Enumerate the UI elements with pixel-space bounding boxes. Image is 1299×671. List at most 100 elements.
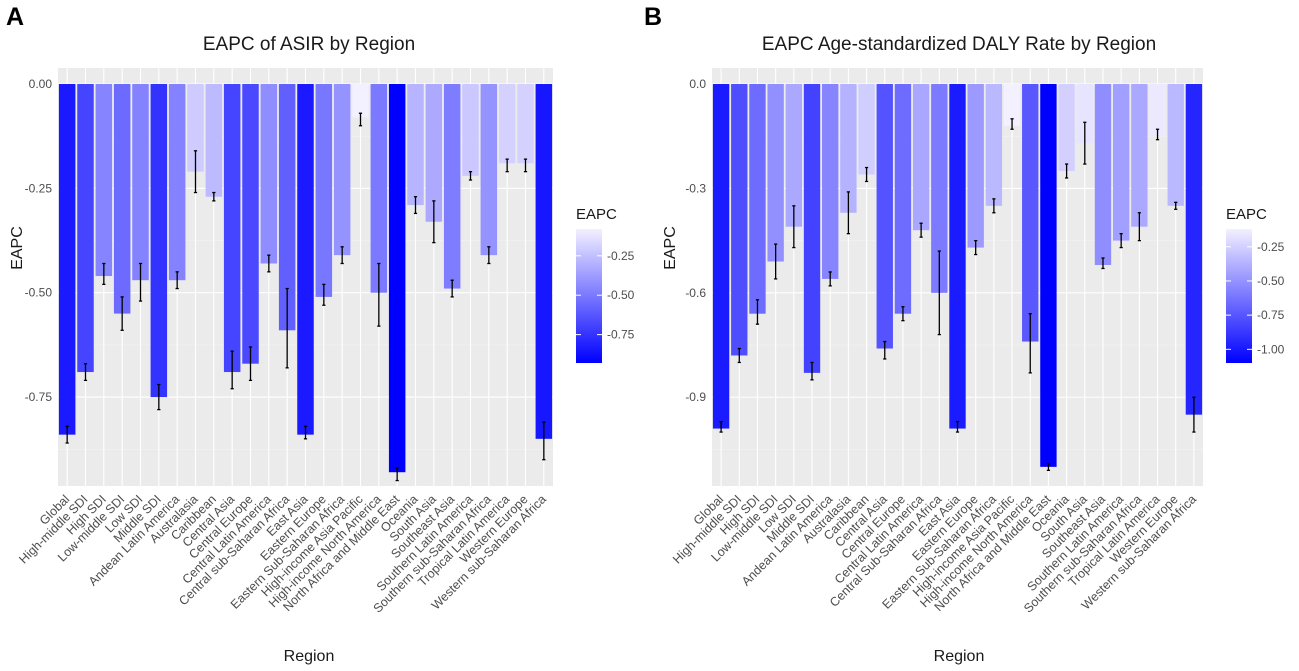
- panel-b-error-bar-western-europe: [1174, 201, 1178, 210]
- panel-a-error-bar-high-middle-sdi: [83, 363, 88, 382]
- panel-b-bar-tropical-latin-america: [1149, 84, 1166, 137]
- panel-a-bar-high-income-north-america: [370, 84, 388, 293]
- panel-a-error-bar-central-asia: [230, 350, 234, 390]
- panel-a-legend-title: EAPC: [576, 206, 617, 223]
- panel-a-bar-western-sub-saharan-africa: [535, 84, 553, 439]
- panel-b-letter: B: [644, 3, 662, 31]
- panel-b-error-bar-central-sub-saharan-africa: [937, 250, 941, 336]
- panel-a-bar-high-middle-sdi: [77, 84, 94, 373]
- panel-b-bar-caribbean: [858, 84, 875, 175]
- panel-a-error-bar-low-sdi: [138, 262, 143, 302]
- panel-a-bar-south-asia: [425, 84, 443, 222]
- panel-b-bar-western-sub-saharan-africa: [1185, 84, 1203, 415]
- panel-b-error-bar-high-income-north-america: [1028, 313, 1032, 374]
- panel-a-y-tick-label: -0.25: [25, 181, 53, 195]
- panel-b-error-bar-eastern-sub-saharan-africa: [992, 198, 996, 214]
- panel-b-error-bar-high-income-asia-pacific: [1010, 118, 1014, 130]
- panel-a-error-bar-low-middle-sdi: [120, 296, 124, 331]
- panel-a-bar-eastern-sub-saharan-africa: [333, 84, 351, 256]
- panel-b-error-bar-east-asia: [955, 420, 960, 433]
- panel-b-bar-southern-sub-saharan-africa: [1131, 84, 1148, 227]
- panel-b-y-tick-label: 0.0: [689, 77, 706, 91]
- panel-a-error-bar-southeast-asia: [450, 279, 454, 298]
- panel-b-error-bar-tropical-latin-america: [1155, 128, 1160, 141]
- panel-a-error-bar-southern-sub-saharan-africa: [487, 246, 491, 265]
- panel-b-bar-central-europe: [894, 84, 912, 314]
- panel-a-bar-andean-latin-america: [168, 84, 186, 281]
- panel-a-legend-tick-label: -0.75: [607, 328, 635, 342]
- panel-a-letter: A: [6, 3, 24, 31]
- panel-a-bar-southern-latin-america: [462, 84, 479, 176]
- panel-a-error-bar-central-sub-saharan-africa: [285, 287, 289, 369]
- panel-b-error-bar-eastern-europe: [974, 239, 978, 256]
- panel-a-title: EAPC of ASIR by Region: [203, 34, 415, 55]
- panel-a-error-bar-southern-latin-america: [468, 171, 473, 181]
- panel-a-error-bar-caribbean: [212, 191, 216, 202]
- panel-b-error-bar-southern-latin-america: [1119, 233, 1123, 249]
- panel-b-error-bar-central-europe: [901, 306, 905, 322]
- panel-a-error-bar-western-sub-saharan-africa: [542, 421, 546, 461]
- panel-b-bar-andean-latin-america: [822, 84, 839, 279]
- panel-a-error-bar-global: [65, 425, 69, 444]
- panel-b-legend-colorbar: [1226, 229, 1252, 363]
- panel-b-bar-east-asia: [949, 84, 966, 429]
- panel-a-legend-tick-label: -0.50: [607, 288, 635, 302]
- panel-b-error-bar-caribbean: [864, 166, 869, 183]
- panel-b-x-axis-title: Region: [934, 648, 985, 665]
- panel-b-error-bar-southern-sub-saharan-africa: [1137, 212, 1141, 242]
- panel-a-y-tick-label: 0.00: [29, 77, 53, 91]
- panel-b-bar-western-europe: [1167, 84, 1184, 206]
- panel-a-bar-east-asia: [297, 84, 314, 435]
- panel-b-error-bar-global: [719, 420, 723, 433]
- panel-a-bar-high-sdi: [95, 84, 113, 277]
- panel-b-bar-eastern-europe: [967, 84, 984, 248]
- panel-b-error-bar-south-asia: [1083, 121, 1087, 165]
- panel-b-legend-tick-label: -0.50: [1257, 274, 1285, 288]
- panel-a-bar-tropical-latin-america: [498, 84, 516, 164]
- panel-a-legend-tick-label: -0.25: [607, 249, 635, 263]
- panel-a-bar-low-sdi: [132, 84, 149, 281]
- panel-a-bar-caribbean: [205, 84, 223, 197]
- panel-b-y-tick-label: -0.3: [685, 181, 706, 195]
- panel-a-bar-central-sub-saharan-africa: [278, 84, 296, 331]
- panel-a-error-bar-north-africa-and-middle-east: [395, 467, 399, 482]
- panel-a-y-axis-title: EAPC: [9, 226, 26, 270]
- panel-a-error-bar-eastern-europe: [322, 283, 326, 306]
- panel-b-bar-central-latin-america: [912, 84, 930, 231]
- panel-a-bar-southern-sub-saharan-africa: [480, 84, 498, 256]
- panel-a-bar-middle-sdi: [150, 84, 168, 398]
- panel-b-bar-southeast-asia: [1094, 84, 1112, 265]
- panel-b-bar-south-asia: [1076, 84, 1093, 144]
- panel-b-error-bar-low-middle-sdi: [774, 243, 778, 280]
- panel-b-error-bar-low-sdi: [792, 205, 796, 249]
- panel-a-error-bar-oceania: [413, 196, 418, 215]
- panel-b-bar-global: [712, 84, 730, 429]
- panel-b-title: EAPC Age-standardized DALY Rate by Regio…: [762, 34, 1156, 55]
- panel-a-bar-western-europe: [517, 84, 534, 164]
- panel-b-error-bar-oceania: [1065, 163, 1069, 179]
- panel-b-y-tick-label: -0.9: [685, 390, 706, 404]
- panel-a-y-tick-label: -0.75: [25, 390, 53, 404]
- panel-b-bar-high-income-north-america: [1022, 84, 1039, 342]
- panel-b-error-bar-andean-latin-america: [828, 271, 832, 287]
- panel-a-error-bar-central-latin-america: [267, 254, 271, 273]
- panel-a-error-bar-high-income-north-america: [377, 262, 381, 327]
- panel-a-bar-eastern-europe: [315, 84, 333, 297]
- panel-a-error-bar-east-asia: [303, 425, 308, 440]
- panel-a-error-bar-australasia: [193, 150, 198, 194]
- panel-b-error-bar-north-africa-and-middle-east: [1046, 462, 1051, 471]
- panel-a-error-bar-high-sdi: [102, 262, 106, 286]
- panel-a-y-tick-label: -0.50: [25, 286, 53, 300]
- panel-b-bar-central-asia: [876, 84, 893, 349]
- panel-a-error-bar-andean-latin-america: [175, 271, 179, 290]
- panel-b-error-bar-western-sub-saharan-africa: [1192, 396, 1196, 433]
- panel-b-bar-low-sdi: [785, 84, 803, 227]
- panel-a-bar-global: [58, 84, 76, 435]
- panel-a-error-bar-eastern-sub-saharan-africa: [340, 246, 344, 265]
- panel-b-legend-tick-label: -0.25: [1257, 240, 1285, 254]
- panel-b-error-bar-high-middle-sdi: [737, 347, 741, 364]
- panel-b-error-bar-middle-sdi: [810, 361, 814, 381]
